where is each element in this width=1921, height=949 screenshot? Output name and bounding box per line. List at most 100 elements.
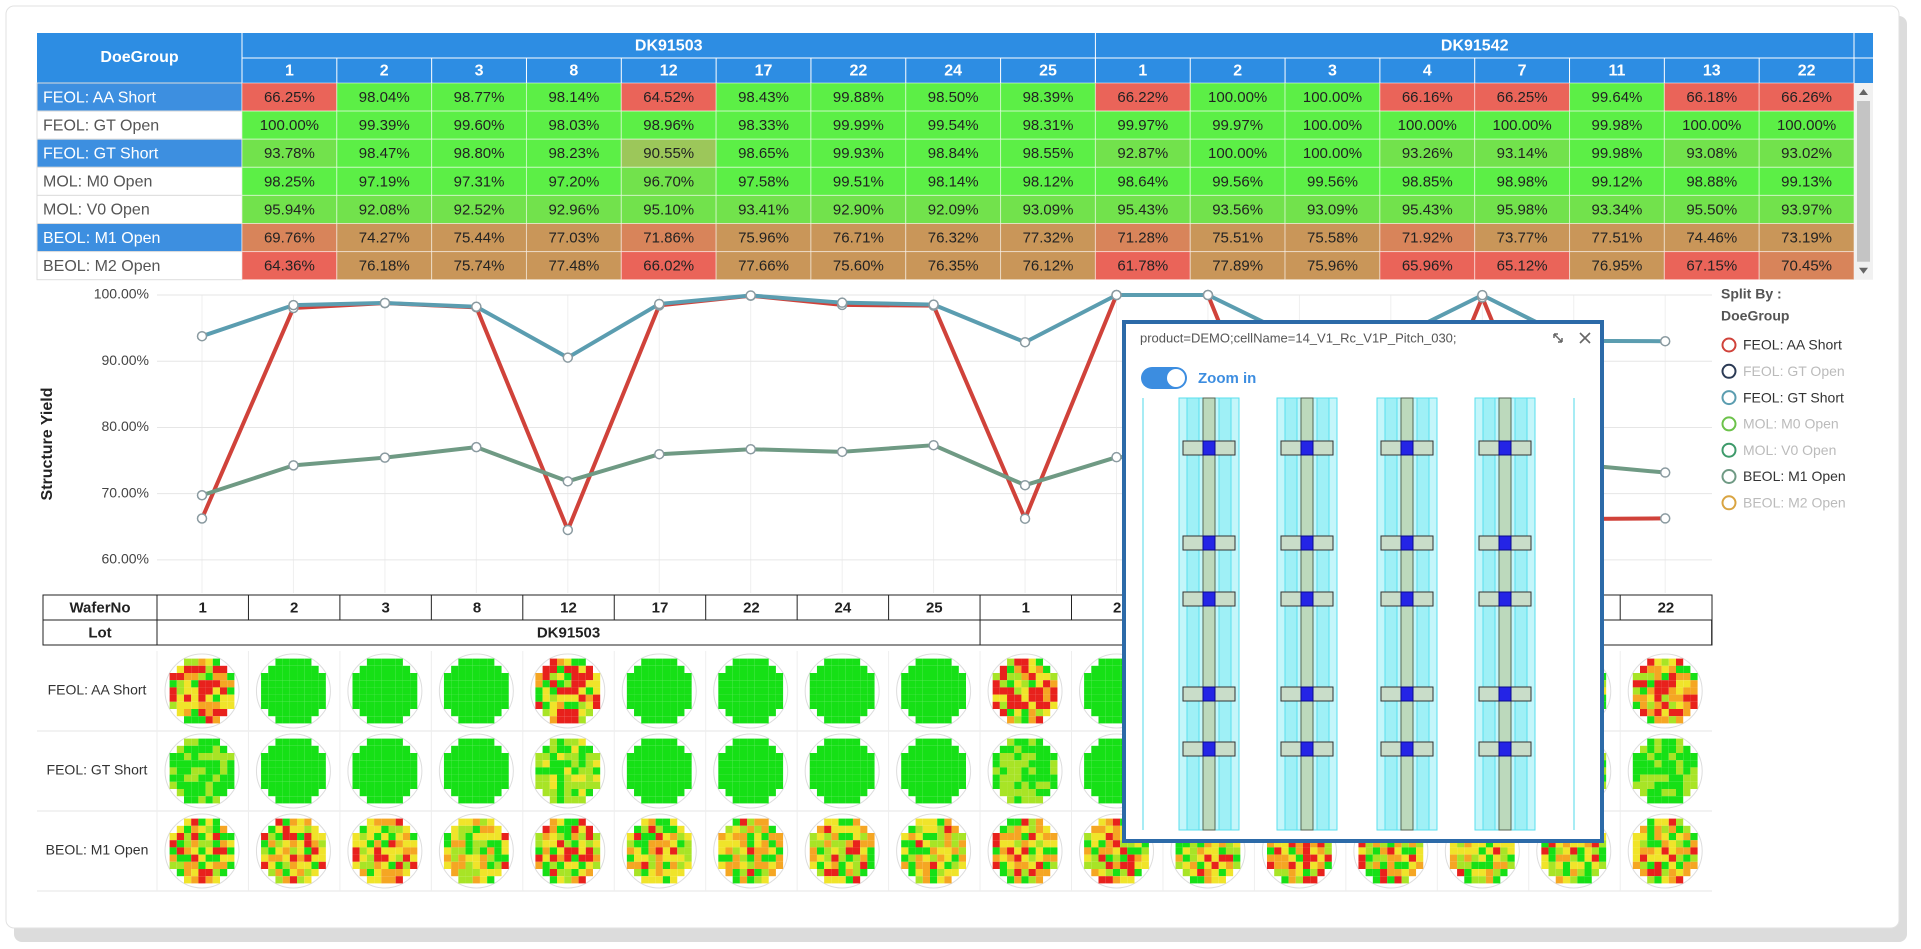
die bbox=[670, 760, 678, 768]
die bbox=[922, 767, 930, 775]
legend-marker[interactable] bbox=[1721, 442, 1737, 458]
die bbox=[297, 825, 305, 833]
die bbox=[992, 847, 1000, 855]
legend-label[interactable]: MOL: V0 Open bbox=[1743, 442, 1836, 458]
die bbox=[1408, 854, 1417, 862]
die bbox=[268, 694, 276, 702]
die bbox=[352, 781, 360, 789]
yield-value: 95.50% bbox=[1686, 201, 1737, 218]
die bbox=[1197, 869, 1205, 877]
legend-marker[interactable] bbox=[1721, 337, 1737, 353]
yield-value: 66.25% bbox=[264, 89, 315, 106]
die bbox=[747, 854, 755, 862]
yield-value: 61.78% bbox=[1117, 258, 1168, 275]
die bbox=[908, 680, 916, 688]
legend-marker[interactable] bbox=[1721, 363, 1737, 379]
die bbox=[374, 673, 382, 681]
die bbox=[458, 833, 466, 841]
die bbox=[922, 745, 930, 753]
legend-label[interactable]: FEOL: GT Open bbox=[1743, 363, 1845, 379]
die bbox=[571, 847, 579, 855]
die bbox=[908, 694, 916, 702]
die bbox=[944, 869, 952, 877]
legend-marker[interactable] bbox=[1721, 416, 1737, 432]
die bbox=[198, 680, 206, 688]
legend-label[interactable]: FEOL: AA Short bbox=[1743, 337, 1842, 353]
die bbox=[395, 694, 403, 702]
row-label-cell[interactable] bbox=[36, 194, 243, 224]
die bbox=[184, 673, 192, 681]
die bbox=[1640, 869, 1648, 877]
die bbox=[472, 854, 480, 862]
scroll-down[interactable] bbox=[1859, 267, 1868, 274]
die bbox=[915, 840, 923, 848]
die bbox=[860, 760, 868, 768]
die bbox=[549, 781, 557, 789]
die bbox=[458, 716, 466, 724]
die bbox=[852, 687, 861, 695]
legend-marker[interactable] bbox=[1721, 495, 1737, 511]
die bbox=[381, 833, 389, 841]
die bbox=[1105, 745, 1113, 753]
wafer-outline bbox=[1079, 813, 1154, 889]
die bbox=[944, 825, 952, 833]
die bbox=[1676, 869, 1684, 877]
scroll-up[interactable] bbox=[1859, 89, 1868, 95]
die bbox=[634, 869, 642, 877]
yield-value: 100.00% bbox=[1303, 89, 1362, 106]
die bbox=[1647, 854, 1655, 862]
die bbox=[1014, 673, 1022, 681]
legend-marker[interactable] bbox=[1721, 469, 1737, 484]
die bbox=[662, 658, 671, 666]
die bbox=[838, 665, 846, 673]
die bbox=[176, 789, 184, 797]
row-label-cell[interactable] bbox=[36, 166, 243, 196]
die bbox=[311, 833, 319, 841]
row-label-cell[interactable] bbox=[36, 138, 243, 168]
toggle-label[interactable]: Zoom in bbox=[1198, 370, 1256, 387]
die bbox=[922, 694, 930, 702]
die bbox=[999, 753, 1008, 761]
die bbox=[1647, 789, 1655, 797]
die bbox=[1303, 847, 1311, 855]
scrollbar-thumb[interactable] bbox=[1857, 101, 1870, 262]
die bbox=[1091, 833, 1099, 841]
die bbox=[937, 767, 945, 775]
row-label-cell[interactable] bbox=[36, 82, 243, 112]
legend-label[interactable]: BEOL: M1 Open bbox=[1743, 468, 1846, 484]
die bbox=[1478, 869, 1486, 877]
yield-cell bbox=[1000, 251, 1096, 281]
die bbox=[768, 854, 776, 862]
die bbox=[388, 709, 396, 717]
die bbox=[374, 694, 382, 702]
expand-icon[interactable] bbox=[1553, 333, 1563, 343]
die bbox=[443, 767, 452, 775]
legend-marker[interactable] bbox=[1721, 390, 1737, 406]
die bbox=[852, 876, 861, 884]
die bbox=[1014, 869, 1022, 877]
close-icon[interactable] bbox=[1579, 332, 1591, 344]
die bbox=[1457, 869, 1465, 877]
die bbox=[557, 767, 565, 775]
toggle-knob[interactable] bbox=[1167, 369, 1185, 387]
die bbox=[1683, 854, 1691, 862]
die bbox=[311, 753, 319, 761]
die bbox=[268, 680, 276, 688]
die bbox=[718, 687, 726, 695]
die bbox=[1690, 781, 1698, 789]
die bbox=[732, 861, 740, 869]
data-point bbox=[1019, 513, 1031, 524]
die bbox=[1401, 854, 1409, 862]
row-label-cell[interactable] bbox=[36, 223, 243, 253]
die bbox=[845, 774, 853, 782]
die bbox=[1035, 818, 1044, 826]
corner-header: DoeGroup bbox=[100, 49, 178, 66]
die bbox=[268, 774, 276, 782]
die bbox=[388, 825, 396, 833]
die bbox=[1317, 869, 1325, 877]
die bbox=[958, 781, 966, 789]
legend-label[interactable]: FEOL: GT Short bbox=[1743, 389, 1844, 405]
die bbox=[831, 701, 839, 709]
legend-label[interactable]: MOL: M0 Open bbox=[1743, 416, 1839, 432]
legend-label[interactable]: BEOL: M2 Open bbox=[1743, 495, 1846, 511]
